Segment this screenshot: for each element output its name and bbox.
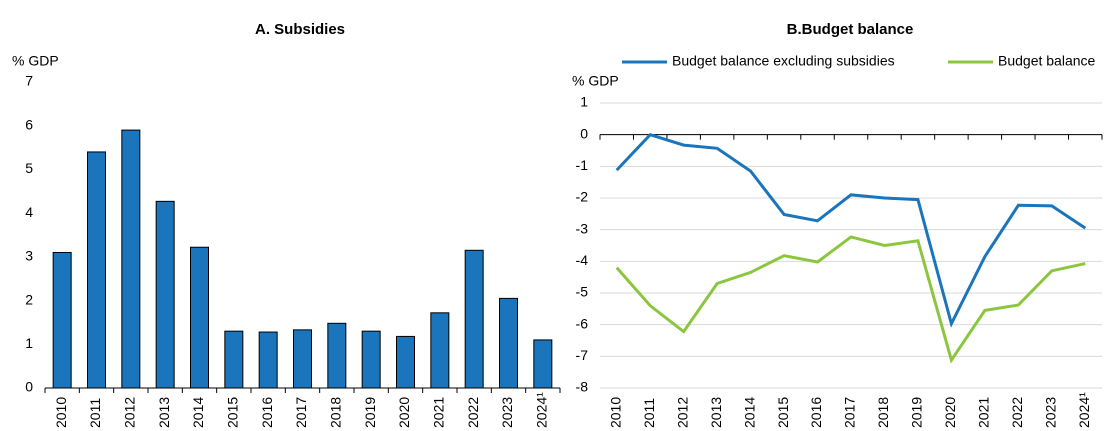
- x-tick-label: 2017: [293, 397, 309, 428]
- x-tick-label: 2012: [122, 397, 138, 428]
- y-tick-label: 4: [25, 204, 33, 220]
- line-series: [615, 235, 1086, 364]
- y-tick-label: 6: [25, 116, 33, 132]
- bar: [396, 335, 415, 389]
- x-tick-label: 2024¹: [1076, 392, 1092, 428]
- bar: [464, 249, 484, 389]
- bar: [430, 312, 450, 389]
- y-tick-label: 0: [25, 379, 33, 395]
- x-tick-label: 2023: [1043, 397, 1059, 428]
- x-tick-label: 2018: [328, 397, 344, 428]
- bar: [87, 151, 106, 389]
- bar: [533, 339, 553, 389]
- x-tick-label: 2020: [396, 397, 412, 428]
- y-tick-label: 1: [25, 335, 33, 351]
- x-tick-label: 2022: [465, 397, 481, 428]
- chart-title: B.Budget balance: [787, 21, 914, 38]
- x-tick-label: 2020: [942, 397, 958, 428]
- x-tick-label: 2013: [156, 397, 172, 428]
- chart-title: A. Subsidies: [255, 21, 345, 38]
- x-tick-label: 2013: [708, 397, 724, 428]
- x-tick-label: 2024¹: [534, 392, 550, 428]
- x-tick-label: 2011: [87, 398, 103, 428]
- line-series: [615, 132, 1087, 328]
- bar: [224, 330, 244, 389]
- legend-label: Budget balance: [998, 53, 1096, 69]
- y-tick-label: -2: [576, 189, 589, 205]
- x-tick-label: 2015: [775, 397, 791, 428]
- bar: [499, 297, 518, 389]
- bar: [327, 322, 347, 389]
- y-tick-label: -5: [576, 284, 589, 300]
- y-tick-label: -3: [576, 220, 589, 236]
- x-tick-label: 2018: [875, 397, 891, 428]
- y-tick-label: -4: [576, 252, 589, 268]
- x-tick-label: 2021: [431, 397, 447, 428]
- y-tick-label: -6: [576, 315, 589, 331]
- y-tick-label: -7: [576, 347, 589, 363]
- bar: [155, 200, 175, 389]
- y-tick-label: 0: [580, 125, 588, 141]
- bar: [258, 331, 278, 389]
- x-tick-label: 2023: [499, 397, 515, 428]
- y-tick-label: 7: [25, 73, 33, 89]
- x-tick-label: 2015: [225, 397, 241, 428]
- x-tick-label: 2021: [976, 397, 992, 428]
- y-tick-label: 1: [580, 94, 588, 110]
- bar: [361, 330, 381, 389]
- bar: [121, 129, 141, 389]
- x-tick-label: 2011: [641, 398, 657, 428]
- x-tick-label: 2010: [53, 397, 69, 428]
- x-tick-label: 2016: [259, 397, 275, 428]
- bar: [52, 251, 72, 389]
- x-tick-label: 2016: [808, 397, 824, 428]
- y-tick-label: -1: [576, 157, 589, 173]
- y-axis-label: % GDP: [572, 73, 619, 89]
- bar: [293, 329, 312, 389]
- y-tick-label: -8: [576, 379, 589, 395]
- x-tick-label: 2014: [741, 397, 757, 428]
- x-tick-label: 2017: [842, 397, 858, 428]
- y-tick-label: 3: [25, 248, 33, 264]
- y-tick-label: 2: [25, 291, 33, 307]
- bar: [190, 246, 209, 389]
- legend-label: Budget balance excluding subsidies: [672, 53, 895, 69]
- x-tick-label: 2012: [674, 397, 690, 428]
- x-tick-label: 2014: [190, 397, 206, 428]
- x-tick-label: 2010: [607, 397, 623, 428]
- x-tick-label: 2022: [1009, 397, 1025, 428]
- x-tick-label: 2019: [909, 397, 925, 428]
- x-tick-label: 2019: [362, 397, 378, 428]
- y-tick-label: 5: [25, 160, 33, 176]
- y-axis-label: % GDP: [12, 53, 59, 69]
